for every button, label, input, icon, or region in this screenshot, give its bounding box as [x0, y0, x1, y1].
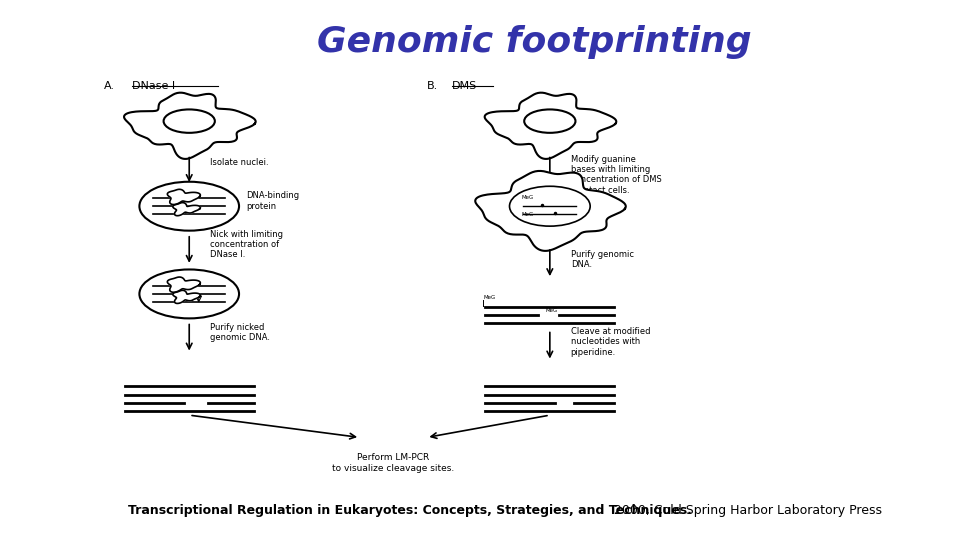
Text: Transcriptional Regulation in Eukaryotes: Concepts, Strategies, and Techniques.: Transcriptional Regulation in Eukaryotes… [128, 504, 691, 517]
Text: DNase I: DNase I [132, 81, 176, 91]
Text: DNA-binding
protein: DNA-binding protein [246, 191, 300, 211]
Text: Isolate nuclei.: Isolate nuclei. [210, 158, 269, 166]
Polygon shape [167, 190, 201, 205]
Text: MeG: MeG [484, 295, 495, 300]
Text: Nick with limiting
concentration of
DNase I.: Nick with limiting concentration of DNas… [210, 230, 283, 259]
Text: MeG: MeG [521, 212, 534, 217]
Polygon shape [475, 171, 626, 251]
Polygon shape [485, 93, 616, 159]
Text: Perform LM-PCR
to visualize cleavage sites.: Perform LM-PCR to visualize cleavage sit… [332, 454, 454, 473]
Text: A.: A. [104, 81, 115, 91]
Text: MeG: MeG [545, 308, 558, 313]
Text: Purify genomic
DNA.: Purify genomic DNA. [570, 249, 634, 269]
Polygon shape [173, 202, 201, 215]
Text: Genomic footprinting: Genomic footprinting [318, 25, 752, 59]
Text: B.: B. [426, 81, 438, 91]
Text: Modify guanine
bases with limiting
concentration of DMS
in intact cells.: Modify guanine bases with limiting conce… [570, 154, 661, 195]
Text: DMS: DMS [452, 81, 477, 91]
Text: MeG: MeG [521, 194, 534, 200]
Polygon shape [167, 277, 201, 292]
Text: Purify nicked
genomic DNA.: Purify nicked genomic DNA. [210, 322, 270, 342]
Polygon shape [173, 291, 201, 303]
Text: 2000, Cold Spring Harbor Laboratory Press: 2000, Cold Spring Harbor Laboratory Pres… [610, 504, 881, 517]
Text: Cleave at modified
nucleotides with
piperidine.: Cleave at modified nucleotides with pipe… [570, 327, 650, 357]
Polygon shape [124, 93, 255, 159]
